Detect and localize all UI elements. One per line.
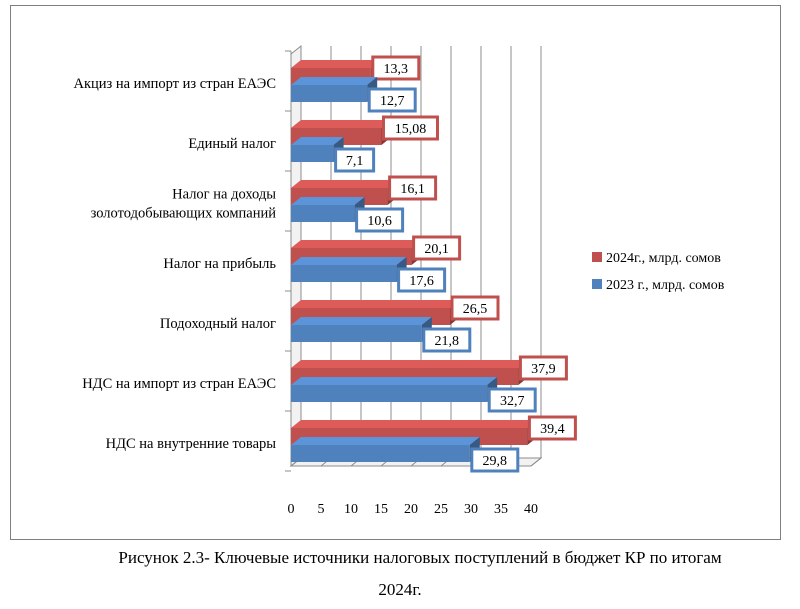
data-label: 10,6 — [355, 207, 405, 233]
data-label-text: 29,8 — [483, 454, 508, 469]
bar-top — [291, 77, 378, 85]
data-label-box — [334, 147, 376, 173]
data-label: 26,5 — [450, 295, 500, 321]
data-label-box — [450, 295, 500, 321]
data-label-text: 15,08 — [395, 122, 427, 137]
bar-top — [291, 137, 344, 145]
figure-caption-line-2: 2024г. — [378, 580, 422, 599]
data-label: 7,1 — [334, 147, 376, 173]
data-label: 20,1 — [412, 235, 462, 261]
bar-front — [291, 145, 334, 162]
bar-top — [291, 120, 392, 128]
data-label-box — [381, 115, 439, 141]
data-label-text: 16,1 — [400, 182, 425, 197]
data-label-text: 13,3 — [384, 62, 409, 77]
data-label: 17,6 — [397, 267, 447, 293]
bar-top — [291, 240, 422, 248]
bar-front — [291, 385, 488, 402]
bar-2023 — [291, 257, 407, 282]
data-label: 16,1 — [388, 175, 438, 201]
data-label: 39,4 — [527, 415, 577, 441]
gridline-floor — [530, 457, 542, 467]
x-tick-label: 15 — [374, 502, 388, 517]
data-label-box — [412, 235, 462, 261]
x-tick-label: 40 — [524, 502, 538, 517]
bar-top — [291, 197, 365, 205]
data-label-text: 20,1 — [424, 242, 449, 257]
x-tick-label: 25 — [434, 502, 448, 517]
category-label: НДС на импорт из стран ЕАЭС — [82, 376, 276, 392]
legend-label: 2023 г., млрд. сомов — [606, 278, 725, 293]
bar-front — [291, 445, 470, 462]
bar-front — [291, 205, 355, 222]
x-tick-label: 10 — [344, 502, 358, 517]
data-label-text: 32,7 — [500, 394, 525, 409]
data-label: 37,9 — [518, 355, 568, 381]
data-label-box — [371, 55, 421, 81]
data-label-text: 10,6 — [367, 214, 392, 229]
data-label-text: 39,4 — [540, 422, 565, 437]
data-label-text: 17,6 — [409, 274, 434, 289]
bars-layer: 13,3 12,7 15,08 7,1 16,1 10,6 20,1 17,6 26,5 21,8… — [291, 55, 577, 473]
bar-2023 — [291, 317, 432, 342]
category-label: Акциз на импорт из стран ЕАЭС — [73, 76, 276, 92]
bar-top — [291, 317, 432, 325]
category-label: Подоходный налог — [160, 316, 276, 332]
category-label: НДС на внутренние товары — [106, 436, 277, 452]
bar-2023 — [291, 77, 378, 102]
bar-top — [291, 180, 398, 188]
bar-top — [291, 300, 460, 308]
bar-front — [291, 325, 422, 342]
legend-swatch — [592, 252, 602, 262]
data-label-text: 26,5 — [463, 302, 488, 317]
x-tick-label: 0 — [288, 502, 295, 517]
bar-top — [291, 437, 480, 445]
data-label-text: 37,9 — [531, 362, 556, 377]
data-label-text: 12,7 — [380, 94, 405, 109]
bar-front — [291, 85, 368, 102]
data-label-box — [422, 327, 472, 353]
legend-label: 2024г., млрд. сомов — [606, 251, 721, 266]
bar-top — [291, 360, 529, 368]
bar-top — [291, 377, 498, 385]
data-label-box — [518, 355, 568, 381]
data-label-box — [527, 415, 577, 441]
x-tick-label: 30 — [464, 502, 478, 517]
data-label-box — [388, 175, 438, 201]
bar-top — [291, 420, 538, 428]
category-labels-layer: Акциз на импорт из стран ЕАЭС Единый нало… — [73, 76, 276, 452]
category-label: Единый налог — [188, 136, 276, 152]
data-label-box — [367, 87, 417, 113]
data-label-box — [355, 207, 405, 233]
data-label: 12,7 — [367, 87, 417, 113]
category-label: Налог на доходы — [172, 187, 276, 203]
bar-top — [291, 257, 407, 265]
legend-swatch — [592, 279, 602, 289]
data-label: 15,08 — [381, 115, 439, 141]
data-label-box — [470, 447, 520, 473]
bar-top — [291, 60, 381, 68]
x-tick-label: 20 — [404, 502, 418, 517]
data-label: 32,7 — [487, 387, 537, 413]
data-label: 13,3 — [371, 55, 421, 81]
category-label: золотодобывающих компаний — [91, 206, 277, 222]
bar-chart: 13,3 12,7 15,08 7,1 16,1 10,6 20,1 17,6 26,5 21,8… — [73, 44, 725, 517]
chart-frame: 13,3 12,7 15,08 7,1 16,1 10,6 20,1 17,6 26,5 21,8… — [10, 5, 781, 540]
legend: 2024г., млрд. сомов 2023 г., млрд. сомов — [592, 251, 725, 293]
data-label-text: 7,1 — [346, 154, 364, 169]
data-label-text: 21,8 — [435, 334, 460, 349]
data-label-box — [487, 387, 537, 413]
figure-caption-line-1: Рисунок 2.3- Ключевые источники налоговы… — [118, 548, 722, 567]
bar-2023 — [291, 377, 498, 402]
bar-2023 — [291, 437, 480, 462]
x-tick-label: 35 — [494, 502, 508, 517]
x-tick-labels-layer: 0 5 10 15 20 25 30 35 40 — [288, 502, 539, 517]
bar-2023 — [291, 197, 365, 222]
x-tick-label: 5 — [318, 502, 325, 517]
category-label: Налог на прибыль — [163, 256, 276, 272]
bar-front — [291, 265, 397, 282]
data-label: 21,8 — [422, 327, 472, 353]
data-label: 29,8 — [470, 447, 520, 473]
data-label-box — [397, 267, 447, 293]
